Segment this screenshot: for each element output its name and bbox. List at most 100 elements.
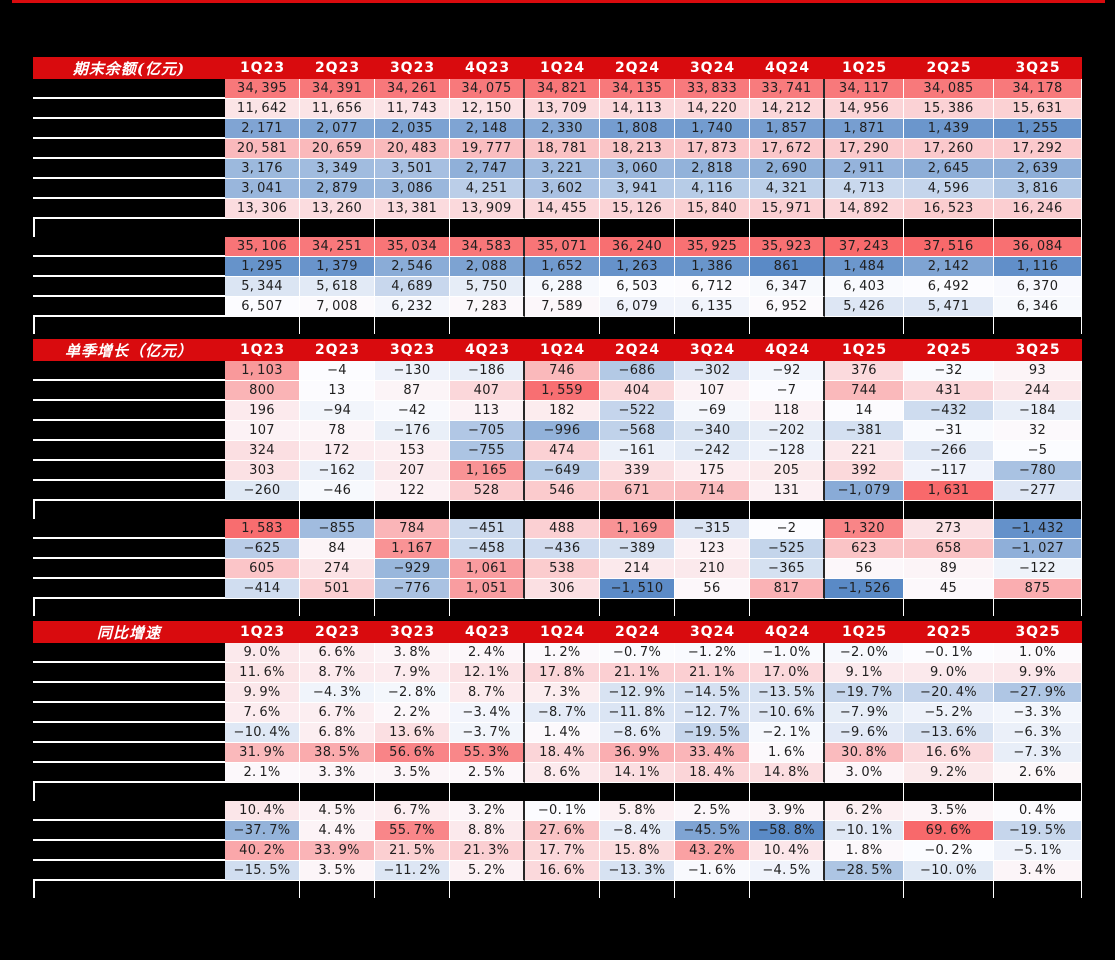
value-cell: 122 [375, 481, 450, 501]
value-cell: 376 [825, 361, 904, 381]
value-cell: 3, 086 [375, 179, 450, 199]
value-cell: −0. 7% [600, 643, 675, 663]
value-cell: 55. 7% [375, 821, 450, 841]
bottom-tick-cell-label [33, 317, 225, 334]
value-cell: 392 [825, 461, 904, 481]
value-cell: 6, 346 [994, 297, 1082, 317]
value-cell: 20, 659 [300, 139, 375, 159]
value-cell: 2, 546 [375, 257, 450, 277]
value-cell: 17, 260 [904, 139, 994, 159]
column-header: 4Q23 [450, 57, 525, 79]
value-cell: −1, 027 [994, 539, 1082, 559]
value-cell: 3. 9% [750, 801, 825, 821]
block-divider-cell [750, 783, 825, 801]
value-cell: −27. 9% [994, 683, 1082, 703]
value-cell: −8. 7% [525, 703, 600, 723]
value-cell: 14, 113 [600, 99, 675, 119]
value-cell: −625 [225, 539, 300, 559]
redacted-row-label [33, 539, 225, 559]
block-divider-cell [450, 783, 525, 801]
value-cell: 5, 750 [450, 277, 525, 297]
value-cell: −755 [450, 441, 525, 461]
value-cell: 1. 6% [750, 743, 825, 763]
redacted-row-label [33, 723, 225, 743]
column-header: 4Q23 [450, 621, 525, 643]
value-cell: 20, 581 [225, 139, 300, 159]
value-cell: 6, 079 [600, 297, 675, 317]
table-section-2: 单季增长（亿元） 1Q23 2Q23 3Q23 4Q23 1Q24 2Q24 3Q24 4Q24… [33, 339, 1082, 616]
redacted-row-label [33, 401, 225, 421]
value-cell: 1. 0% [994, 643, 1082, 663]
value-cell: 1, 484 [825, 257, 904, 277]
value-cell: 40. 2% [225, 841, 300, 861]
block-divider-cell [375, 783, 450, 801]
value-cell: 11, 656 [300, 99, 375, 119]
value-cell: 15, 386 [904, 99, 994, 119]
value-cell: 8. 7% [450, 683, 525, 703]
column-header: 3Q23 [375, 339, 450, 361]
bottom-tick-cell [450, 317, 525, 334]
value-cell: −0. 1% [904, 643, 994, 663]
column-header: 1Q23 [225, 57, 300, 79]
block-divider-cell [375, 219, 450, 237]
value-cell: −5 [994, 441, 1082, 461]
redacted-row-label [33, 237, 225, 257]
value-cell: −11. 2% [375, 861, 450, 881]
redacted-row-label [33, 381, 225, 401]
bottom-tick-cell [600, 881, 675, 898]
bottom-tick-cell [750, 599, 825, 616]
value-cell: −10. 4% [225, 723, 300, 743]
value-cell: 11, 642 [225, 99, 300, 119]
value-cell: 6, 952 [750, 297, 825, 317]
value-cell: 14, 455 [525, 199, 600, 219]
redacted-row-label [33, 441, 225, 461]
value-cell: 123 [675, 539, 750, 559]
value-cell: 623 [825, 539, 904, 559]
value-cell: −9. 6% [825, 723, 904, 743]
value-cell: 4, 713 [825, 179, 904, 199]
table-section-3: 同比增速 1Q23 2Q23 3Q23 4Q23 1Q24 2Q24 3Q24 4Q24 1Q25… [33, 621, 1082, 898]
value-cell: −1. 0% [750, 643, 825, 663]
block-divider-cell [750, 501, 825, 519]
value-cell: 1, 871 [825, 119, 904, 139]
value-cell: 1, 295 [225, 257, 300, 277]
redacted-row-label [33, 79, 225, 99]
value-cell: 35, 034 [375, 237, 450, 257]
redacted-row-label [33, 801, 225, 821]
value-cell: 1, 061 [450, 559, 525, 579]
value-cell: 34, 821 [525, 79, 600, 99]
value-cell: 3. 5% [300, 861, 375, 881]
value-cell: −432 [904, 401, 994, 421]
bottom-tick-cell [750, 881, 825, 898]
value-cell: 15, 840 [675, 199, 750, 219]
value-cell: 2. 5% [450, 763, 525, 783]
bottom-tick-cell [825, 881, 904, 898]
value-cell: 205 [750, 461, 825, 481]
value-cell: 4. 5% [300, 801, 375, 821]
value-cell: 6, 503 [600, 277, 675, 297]
value-cell: 1, 169 [600, 519, 675, 539]
top-red-rule [12, 0, 1105, 3]
redacted-row-label [33, 257, 225, 277]
redacted-row-label [33, 421, 225, 441]
value-cell: 800 [225, 381, 300, 401]
value-cell: 56. 6% [375, 743, 450, 763]
column-header: 1Q24 [525, 339, 600, 361]
redacted-row-label [33, 841, 225, 861]
value-cell: 9. 9% [994, 663, 1082, 683]
value-cell: −19. 5% [675, 723, 750, 743]
value-cell: 118 [750, 401, 825, 421]
value-cell: −19. 5% [994, 821, 1082, 841]
block-divider-cell [825, 783, 904, 801]
block-divider-cell [300, 501, 375, 519]
column-header: 2Q24 [600, 621, 675, 643]
value-cell: 5. 2% [450, 861, 525, 881]
value-cell: 14, 956 [825, 99, 904, 119]
value-cell: −8. 4% [600, 821, 675, 841]
value-cell: 16. 6% [904, 743, 994, 763]
value-cell: −525 [750, 539, 825, 559]
value-cell: −242 [675, 441, 750, 461]
value-cell: 14 [825, 401, 904, 421]
value-cell: 113 [450, 401, 525, 421]
value-cell: −522 [600, 401, 675, 421]
